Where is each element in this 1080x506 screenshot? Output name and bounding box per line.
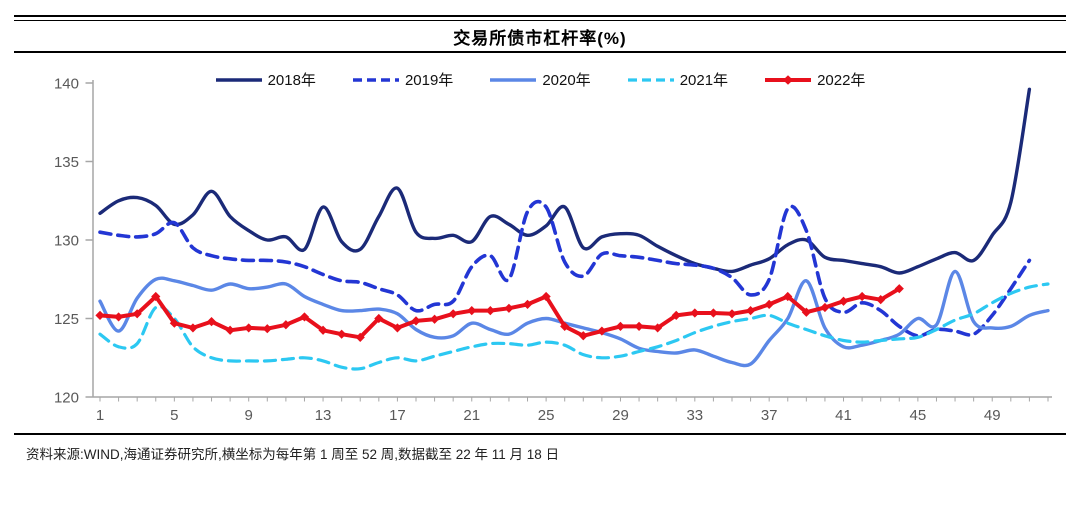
top-rule-line [14, 15, 1066, 17]
series-marker-diamond [671, 310, 681, 320]
series-line-2021年 [98, 282, 1050, 371]
series-marker-diamond [467, 306, 477, 316]
x-axis-tick-label: 49 [984, 407, 1001, 424]
x-axis-tick-label: 45 [910, 407, 927, 424]
legend-item-2022年: 2022年 [764, 69, 865, 90]
series-marker-diamond [151, 291, 161, 302]
x-axis-tick-label: 41 [835, 407, 852, 424]
series-marker-diamond [225, 325, 235, 335]
series-marker-diamond [113, 312, 124, 322]
legend-label: 2019年 [404, 72, 454, 89]
series-marker-diamond [876, 295, 886, 305]
y-axis-tick-label: 130 [54, 233, 79, 250]
x-axis-tick-label: 17 [389, 407, 406, 424]
series-marker-diamond [299, 312, 310, 322]
series-marker-diamond [560, 321, 570, 331]
series-marker-diamond [820, 302, 830, 313]
footer-rule [14, 433, 1066, 435]
series-marker-diamond [95, 310, 105, 320]
legend-item-2018年: 2018年 [215, 69, 316, 90]
series-marker-diamond [504, 303, 514, 313]
legend-line-sample [215, 77, 262, 82]
series-marker-diamond [262, 324, 272, 334]
series-marker-diamond [281, 320, 291, 330]
series-line-2019年 [98, 199, 1032, 338]
series-marker-diamond [448, 309, 458, 319]
x-axis-tick-label: 37 [761, 407, 778, 424]
series-marker-diamond [615, 321, 626, 331]
series-marker-diamond [653, 323, 663, 333]
x-axis-tick-label: 5 [170, 407, 178, 424]
x-axis-tick-label: 21 [463, 407, 480, 424]
series-marker-diamond [411, 316, 421, 326]
y-axis-tick-label: 120 [54, 390, 79, 407]
legend-label: 2021年 [679, 72, 729, 89]
series-marker-diamond [597, 326, 607, 336]
series-marker-diamond [244, 323, 254, 333]
series-marker-diamond [429, 314, 440, 324]
legend-label: 2022年 [817, 72, 866, 89]
legend-line-sample [490, 77, 537, 82]
series-marker-diamond [578, 331, 588, 341]
y-axis-tick-label: 125 [54, 311, 79, 328]
legend: 2018年 2019年 2020年 2021年 2022年 [0, 69, 1080, 90]
series-marker-diamond [392, 323, 403, 333]
series-marker-diamond [541, 291, 551, 302]
top-rule-line-2 [14, 20, 1066, 21]
series-marker-diamond [745, 306, 756, 316]
legend-item-2021年: 2021年 [627, 69, 728, 90]
x-axis-tick-label: 13 [315, 407, 332, 424]
x-axis-tick-label: 1 [96, 407, 104, 424]
legend-label: 2018年 [267, 72, 316, 89]
chart-title: 交易所债市杠杆率(%) [453, 29, 627, 48]
legend-line-sample [765, 74, 812, 85]
series-marker-diamond [374, 313, 384, 324]
series-marker-diamond [355, 332, 365, 342]
x-axis-tick-label: 9 [245, 407, 253, 424]
series-line-2018年 [98, 87, 1032, 275]
series-marker-diamond [801, 307, 811, 317]
series-marker-diamond [206, 317, 217, 327]
legend-item-2020年: 2020年 [489, 69, 591, 90]
x-axis-tick-label: 25 [538, 407, 555, 424]
x-axis-tick-label: 33 [686, 407, 703, 424]
y-axis-tick-label: 140 [54, 76, 79, 93]
legend-label: 2020年 [542, 72, 591, 89]
series-marker-diamond [838, 296, 849, 306]
y-axis-tick-label: 135 [54, 154, 79, 171]
series-marker-diamond [634, 321, 644, 331]
series-marker-diamond [690, 308, 700, 318]
series-marker-diamond [132, 309, 142, 319]
series-marker-diamond [708, 308, 719, 318]
series-marker-diamond [894, 284, 904, 294]
series-marker-diamond [485, 306, 495, 316]
title-bottom-rule [14, 51, 1066, 53]
series-line-2020年 [98, 269, 1050, 368]
series-marker-diamond [522, 299, 533, 309]
series-marker-diamond [727, 309, 737, 319]
legend-item-2019年: 2019年 [352, 69, 453, 90]
series-marker-diamond [188, 323, 198, 333]
x-axis-tick-label: 29 [612, 407, 629, 424]
series-marker-diamond [169, 318, 179, 328]
series-marker-diamond [783, 291, 793, 302]
series-marker-diamond [318, 325, 328, 335]
series-marker-diamond [337, 329, 347, 339]
series-marker-diamond [857, 291, 867, 302]
source-note: 资料来源:WIND,海通证券研究所,横坐标为每年第 1 周至 52 周,数据截至… [26, 447, 560, 462]
legend-line-sample [352, 77, 399, 82]
legend-line-sample [627, 77, 674, 82]
series-marker-diamond [764, 299, 774, 309]
